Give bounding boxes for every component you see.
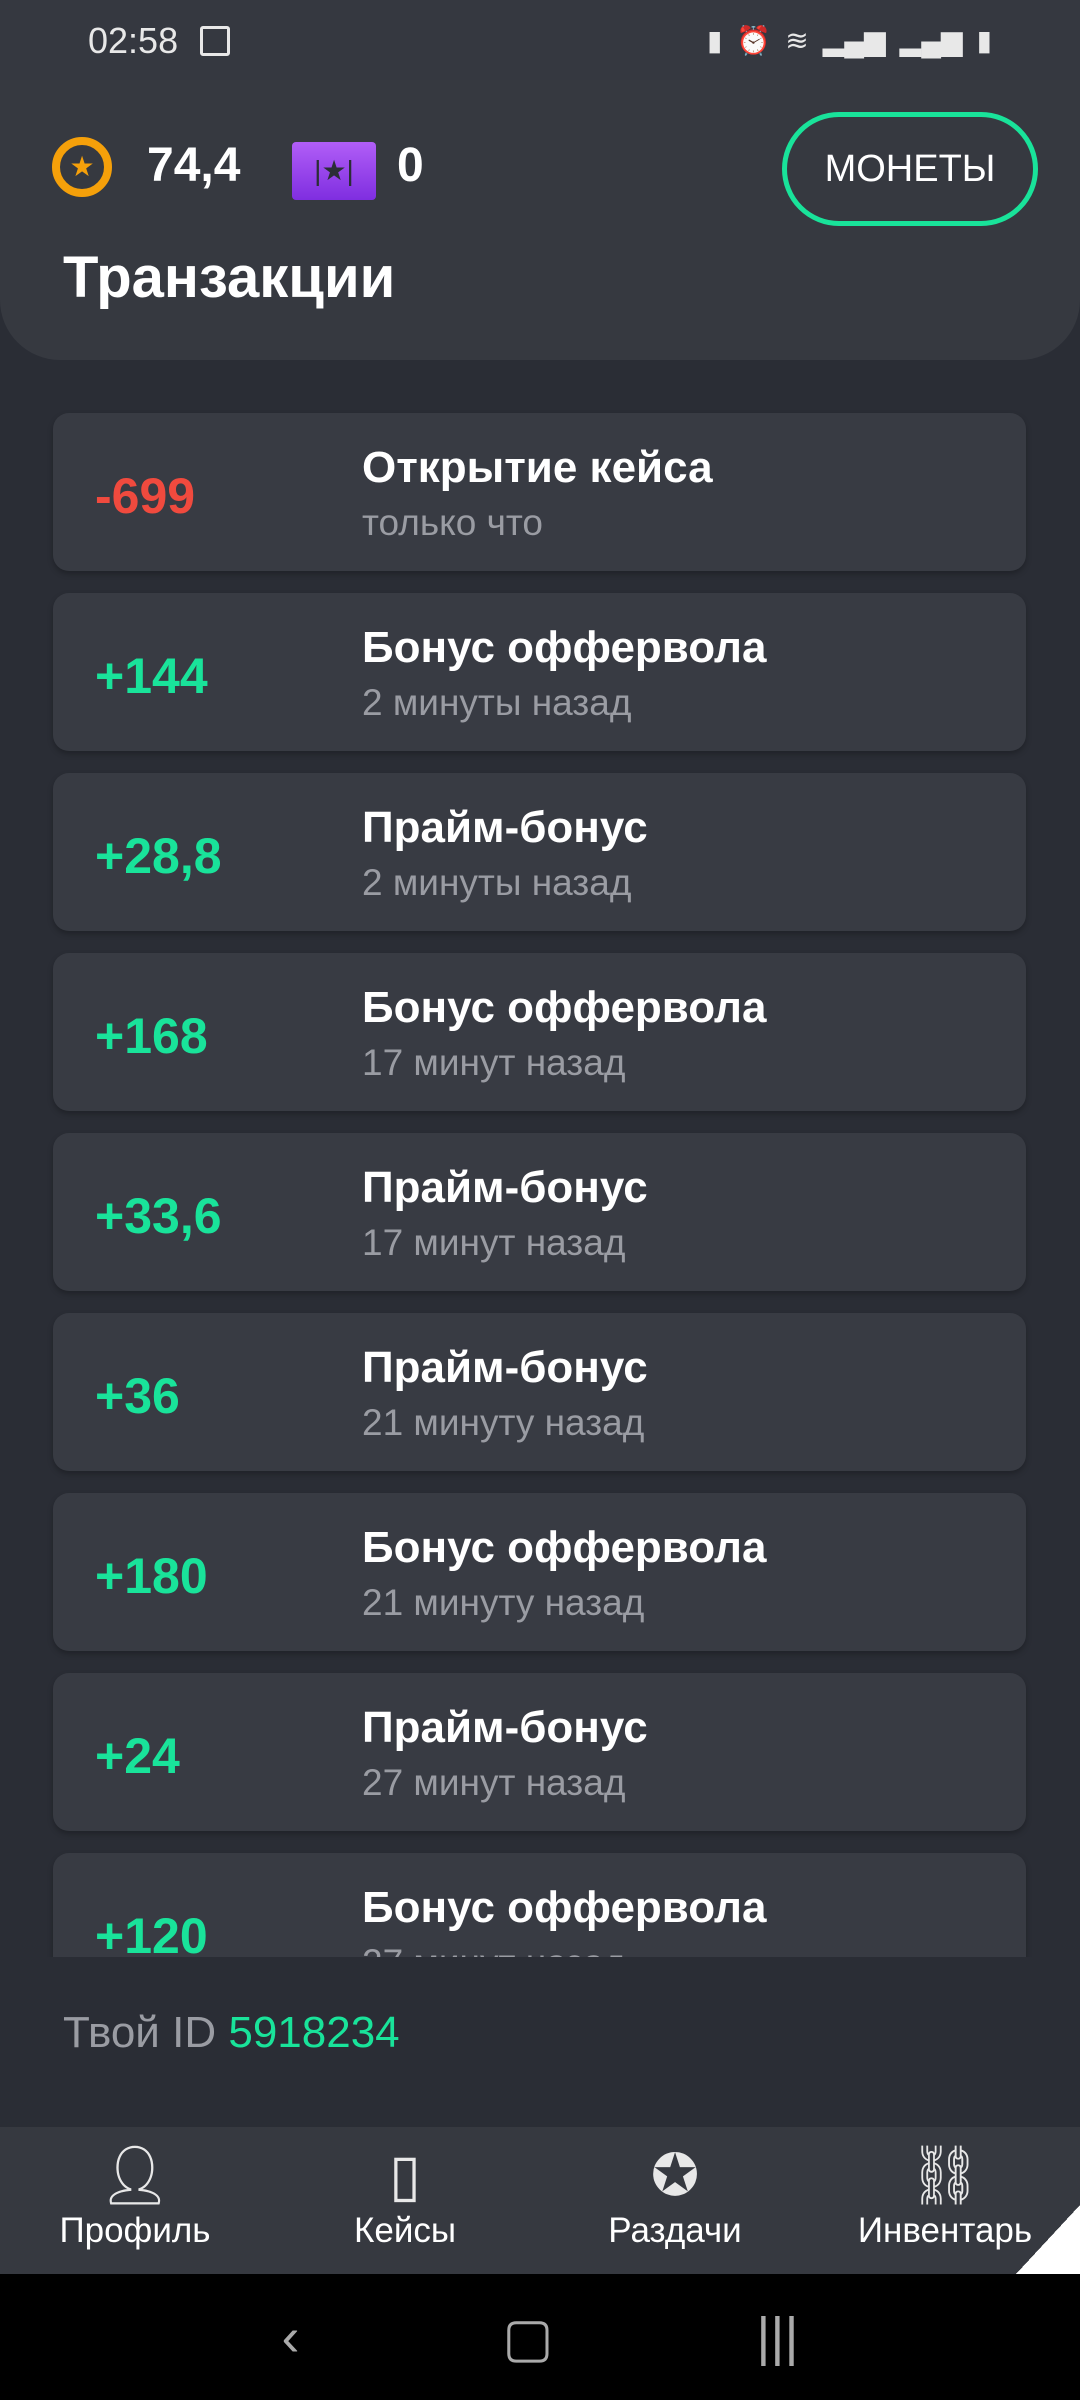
transaction-amount: +144	[95, 648, 208, 704]
transaction-item[interactable]: +180 Бонус оффервола 21 минуту назад	[53, 1493, 1026, 1651]
transaction-title: Бонус оффервола	[362, 983, 767, 1032]
transaction-item[interactable]: +120 Бонус оффервола 27 минут назад	[53, 1853, 1026, 1957]
transaction-amount: +168	[95, 1008, 208, 1064]
coin-balance: 74,4	[147, 139, 241, 192]
transaction-item[interactable]: +168 Бонус оффервола 17 минут назад	[53, 953, 1026, 1111]
transaction-amount: +28,8	[95, 828, 222, 884]
signal-icon: ▂▄▆	[822, 25, 886, 56]
home-icon[interactable]: ▢	[502, 2307, 554, 2368]
transaction-time: 21 минуту назад	[362, 1402, 645, 1443]
nav-profile[interactable]: 👤︎ Профиль	[0, 2127, 270, 2274]
ticket-icon: |★|	[292, 142, 376, 200]
sd-card-icon: ▮	[707, 25, 723, 56]
ticket-balance: 0	[397, 139, 424, 192]
page-title: Транзакции	[63, 245, 396, 310]
transaction-item[interactable]: +28,8 Прайм-бонус 2 минуты назад	[53, 773, 1026, 931]
transaction-title: Бонус оффервола	[362, 1883, 767, 1932]
transaction-amount: +120	[95, 1908, 208, 1957]
user-id-value[interactable]: 5918234	[228, 2008, 400, 2057]
person-icon: 👤︎	[98, 2143, 172, 2208]
transaction-amount: -699	[95, 468, 196, 524]
inventory-icon: ⛓	[908, 2143, 982, 2208]
signal-icon: ▂▄▆	[899, 25, 963, 56]
transaction-time: 27 минут назад	[362, 1762, 626, 1803]
transaction-title: Бонус оффервола	[362, 623, 767, 672]
status-time: 02:58	[88, 20, 179, 61]
transaction-item[interactable]: +36 Прайм-бонус 21 минуту назад	[53, 1313, 1026, 1471]
transaction-item[interactable]: +33,6 Прайм-бонус 17 минут назад	[53, 1133, 1026, 1291]
transaction-list[interactable]: -699 Открытие кейса только что +144 Бонус…	[0, 400, 1080, 1957]
transaction-title: Прайм-бонус	[362, 1163, 648, 1212]
case-icon: ▯	[389, 2143, 421, 2208]
medal-icon: ✪	[650, 2143, 700, 2208]
transaction-title: Бонус оффервола	[362, 1523, 767, 1572]
status-bar: 02:58 ▮ ⏰ ≋ ▂▄▆ ▂▄▆ ▮	[0, 0, 1080, 80]
transaction-time: 27 минут назад	[362, 1942, 625, 1957]
transaction-title: Открытие кейса	[362, 443, 713, 492]
header	[0, 80, 1080, 360]
nav-giveaways[interactable]: ✪ Раздачи	[540, 2127, 810, 2274]
transaction-time: 2 минуты назад	[362, 682, 632, 723]
system-nav-bar: ‹ ▢ |||	[0, 2274, 1080, 2400]
battery-icon: ▮	[976, 25, 992, 56]
transaction-time: 21 минуту назад	[362, 1582, 645, 1623]
transaction-title: Прайм-бонус	[362, 1703, 648, 1752]
transaction-time: только что	[362, 502, 544, 543]
transaction-time: 2 минуты назад	[362, 862, 632, 903]
back-icon[interactable]: ‹	[281, 2307, 300, 2367]
nav-inventory[interactable]: ⛓ Инвентарь	[810, 2127, 1080, 2274]
transaction-time: 17 минут назад	[362, 1042, 626, 1083]
transaction-item[interactable]: +24 Прайм-бонус 27 минут назад	[53, 1673, 1026, 1831]
transaction-amount: +33,6	[95, 1188, 222, 1244]
secure-folder-icon	[1016, 2205, 1080, 2274]
user-id-label: Твой ID	[63, 2008, 217, 2057]
coin-icon: ★	[52, 137, 112, 197]
gallery-icon	[200, 26, 230, 56]
wifi-icon: ≋	[785, 25, 809, 56]
transaction-item[interactable]: +144 Бонус оффервола 2 минуты назад	[53, 593, 1026, 751]
coins-button[interactable]: МОНЕТЫ	[782, 112, 1038, 226]
bottom-nav: 👤︎ Профиль ▯ Кейсы ✪ Раздачи ⛓ Инвентарь	[0, 2127, 1080, 2274]
recents-icon[interactable]: |||	[756, 2307, 799, 2367]
transaction-item[interactable]: -699 Открытие кейса только что	[53, 413, 1026, 571]
transaction-amount: +24	[95, 1728, 180, 1784]
transaction-time: 17 минут назад	[362, 1222, 626, 1263]
transaction-title: Прайм-бонус	[362, 803, 648, 852]
alarm-icon: ⏰	[736, 25, 772, 56]
transaction-amount: +36	[95, 1368, 180, 1424]
transaction-amount: +180	[95, 1548, 208, 1604]
nav-cases[interactable]: ▯ Кейсы	[270, 2127, 540, 2274]
transaction-title: Прайм-бонус	[362, 1343, 648, 1392]
user-id: Твой ID 5918234	[63, 2008, 400, 2058]
